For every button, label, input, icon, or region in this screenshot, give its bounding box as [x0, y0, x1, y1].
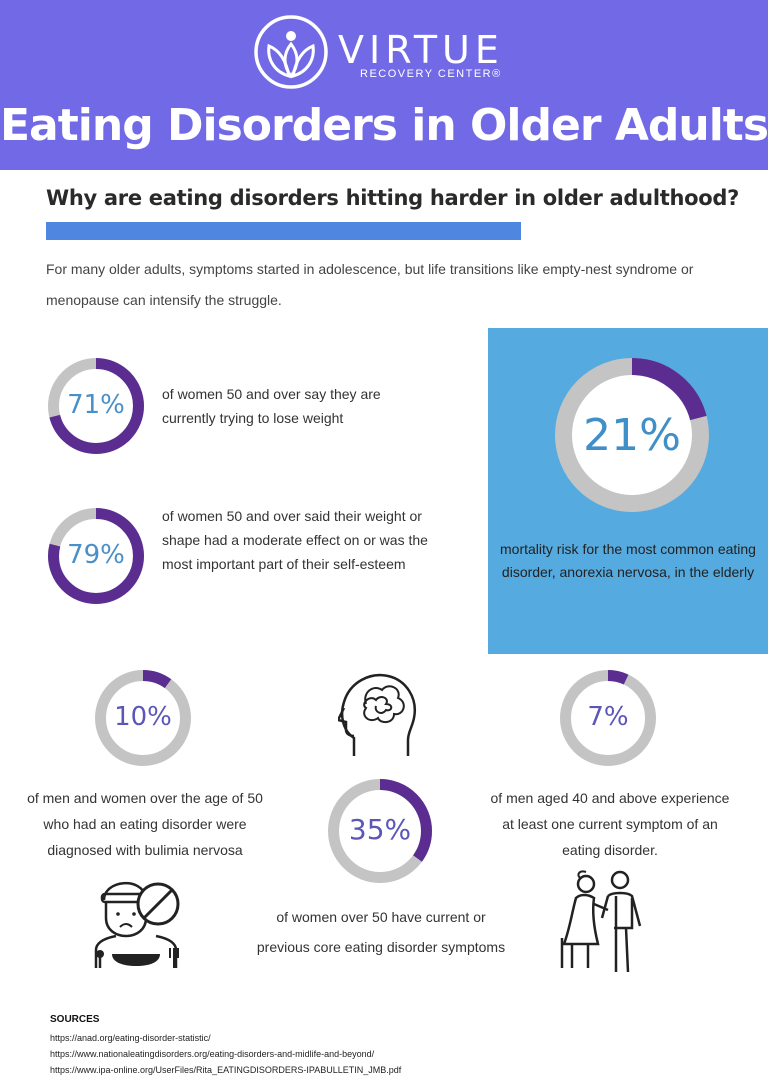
stat-10-ring: 10% [95, 670, 191, 766]
stat-7-value: 7% [587, 702, 629, 732]
stat-10-text: of men and women over the age of 50 who … [27, 790, 263, 858]
stat-7-ring: 7% [560, 670, 656, 766]
stat-21-text: mortality risk for the most common eatin… [500, 541, 756, 580]
stat-79-value: 79% [67, 540, 125, 570]
elderly-couple-icon [560, 870, 642, 972]
page-title: Eating Disorders in Older Adults [0, 100, 768, 151]
source-link[interactable]: https://www.nationaleatingdisorders.org/… [50, 1049, 375, 1059]
brand-name: VIRTUE [338, 28, 504, 72]
stat-35-value: 35% [348, 813, 412, 846]
brand-subtitle: RECOVERY CENTER® [360, 68, 502, 80]
accent-bar [46, 222, 521, 240]
sad-person-no-food-icon [94, 881, 180, 968]
stat-71-text: of women 50 and over say they are curren… [162, 386, 381, 426]
sources-title: SOURCES [50, 1014, 100, 1025]
stat-7-text: of men aged 40 and above experience at l… [490, 790, 730, 858]
source-link[interactable]: https://www.ipa-online.org/UserFiles/Rit… [50, 1065, 402, 1075]
lotus-logo-icon [254, 15, 328, 89]
source-link[interactable]: https://anad.org/eating-disorder-statist… [50, 1033, 211, 1043]
stat-10-value: 10% [114, 702, 172, 732]
intro-text: For many older adults, symptoms started … [46, 261, 694, 308]
ring-progress-arc [95, 670, 191, 766]
stat-71-ring: 71% [48, 358, 144, 454]
stat-71-value: 71% [67, 390, 125, 420]
header-banner: VIRTUE RECOVERY CENTER® Eating Disorders… [0, 0, 768, 170]
stat-21-ring: 21% [555, 358, 709, 512]
stat-35-ring: 35% [328, 779, 432, 883]
ring-progress-arc [328, 779, 432, 883]
stat-79-text: of women 50 and over said their weight o… [162, 508, 428, 572]
head-brain-icon [338, 673, 417, 756]
section-question: Why are eating disorders hitting harder … [46, 186, 739, 210]
stat-35-text: of women over 50 have current or previou… [256, 909, 506, 955]
stat-79-ring: 79% [48, 508, 144, 604]
ring-progress-arc [560, 670, 656, 766]
ring-progress-arc [48, 358, 144, 454]
ring-progress-arc [48, 508, 144, 604]
ring-progress-arc [555, 358, 709, 512]
stat-21-value: 21% [583, 410, 681, 461]
